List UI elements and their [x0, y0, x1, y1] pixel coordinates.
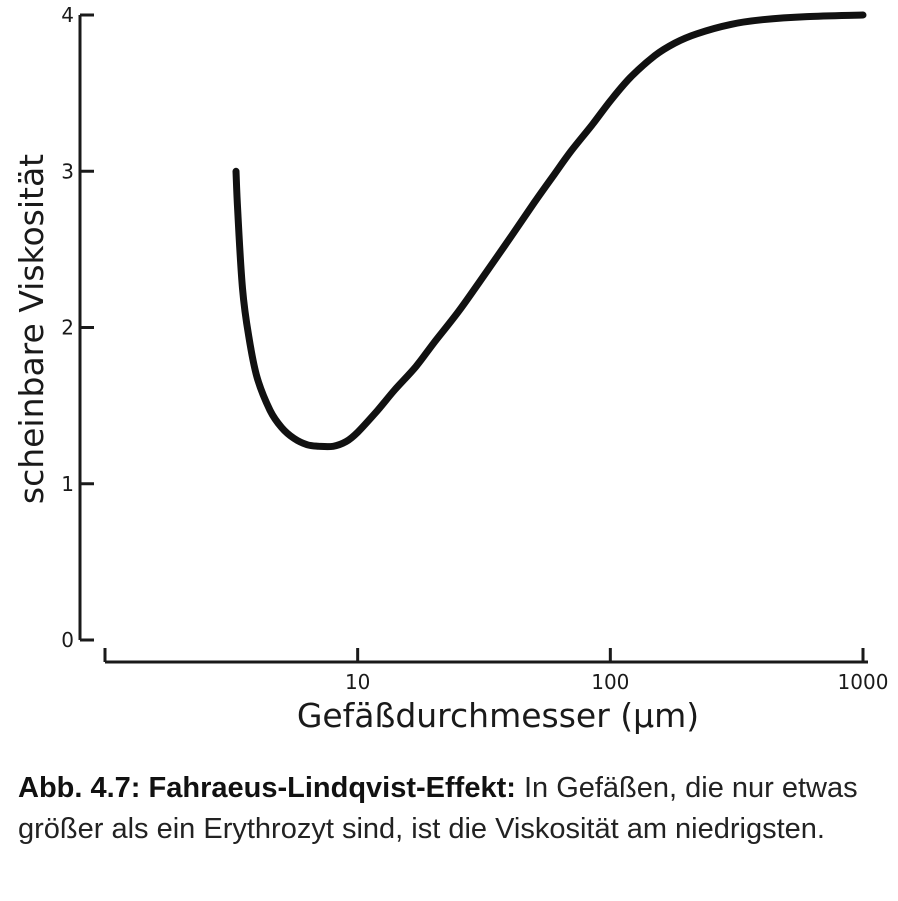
x-axis-title: Gefäßdurchmesser (µm)	[297, 696, 699, 735]
y-axis-title: scheinbare Viskosität	[12, 154, 51, 504]
x-tick-label: 10	[345, 670, 370, 694]
y-axis: 0 1 2 3 4	[61, 3, 94, 652]
y-tick-label: 3	[61, 159, 74, 183]
figure-caption: Abb. 4.7: Fahraeus-Lindqvist-Effekt: In …	[18, 768, 890, 850]
viscosity-curve	[232, 11, 867, 451]
x-axis: 10 100 1000	[103, 648, 889, 694]
x-tick-label: 1000	[838, 670, 889, 694]
caption-title: Abb. 4.7: Fahraeus-Lindqvist-Effekt:	[18, 772, 516, 804]
chart: 0 1 2 3 4 10 100 1000 scheinbare Viskosität Ge…	[12, 3, 889, 735]
y-tick-label: 4	[61, 3, 74, 27]
x-tick-label: 100	[591, 670, 629, 694]
y-tick-label: 1	[61, 472, 74, 496]
y-tick-label: 0	[61, 628, 74, 652]
y-tick-label: 2	[61, 316, 74, 340]
series-layer	[232, 11, 867, 451]
caption-text: In Gefäßen, die nur etwas größer als ein…	[18, 772, 858, 845]
